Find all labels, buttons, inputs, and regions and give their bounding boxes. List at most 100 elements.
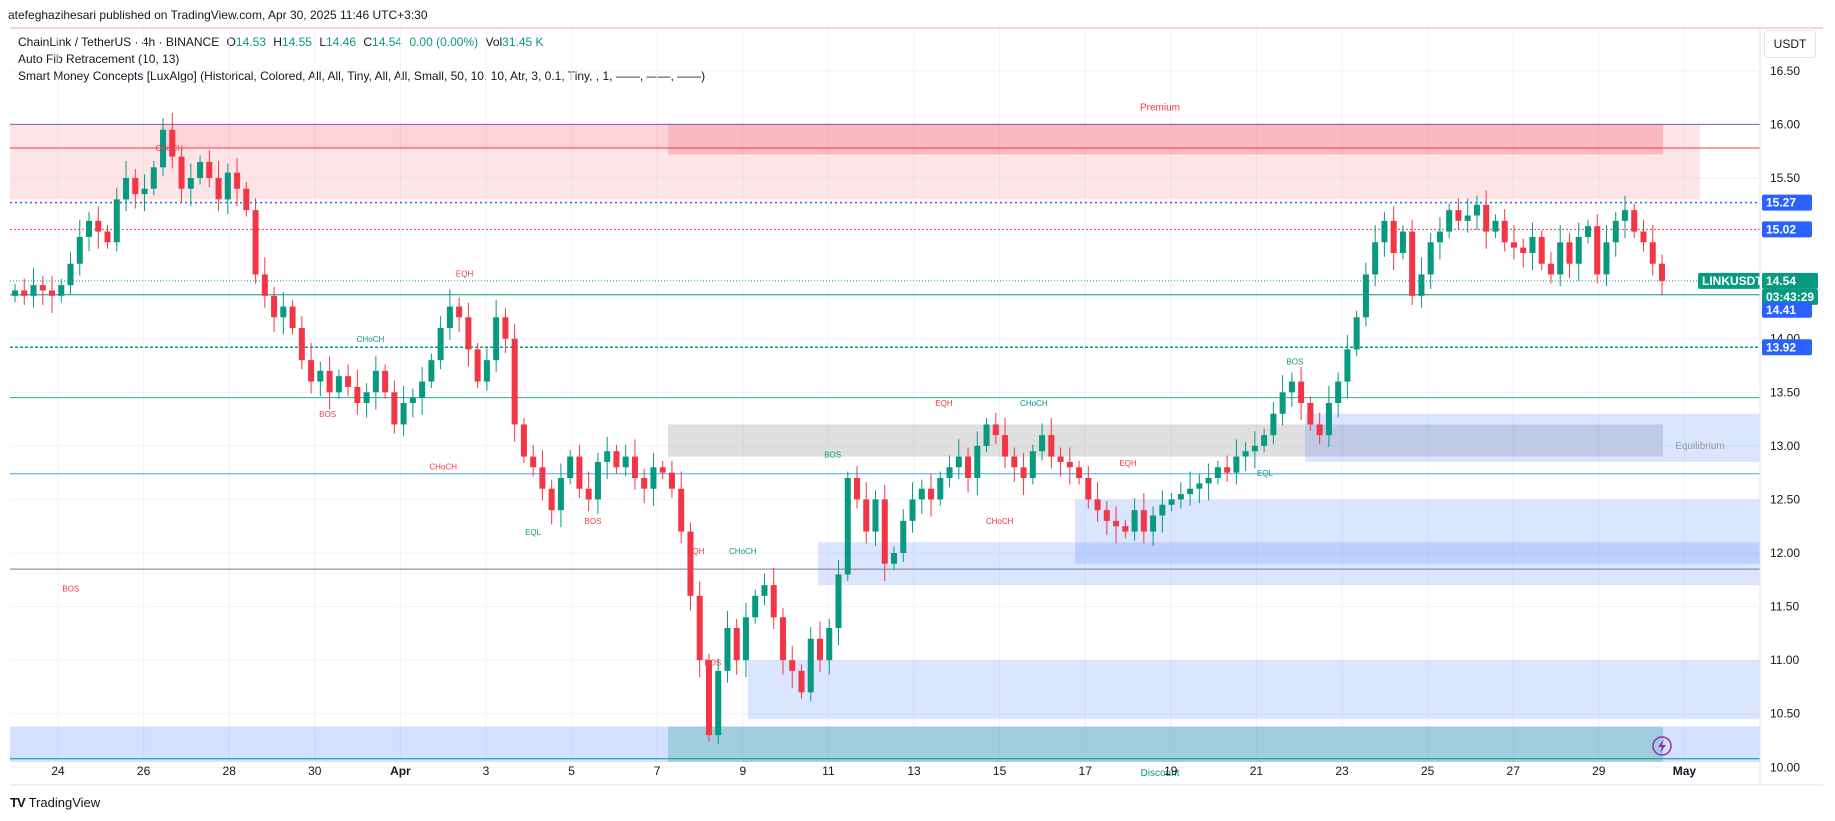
candle bbox=[557, 463, 564, 528]
candle bbox=[49, 276, 56, 313]
candle-body bbox=[1399, 231, 1406, 253]
candle-body bbox=[49, 290, 56, 296]
smc-label: BOS bbox=[1286, 357, 1303, 366]
candle bbox=[1409, 219, 1416, 305]
candle bbox=[1640, 219, 1647, 252]
price-tick-label: 12.50 bbox=[1770, 492, 1800, 506]
candle-body bbox=[11, 290, 19, 296]
currency-button[interactable]: USDT bbox=[1764, 30, 1816, 58]
candle-body bbox=[1427, 242, 1434, 275]
candle bbox=[548, 479, 555, 525]
candle-body bbox=[576, 456, 583, 489]
candle-body bbox=[1076, 467, 1083, 478]
price-tick-label: 16.00 bbox=[1770, 117, 1800, 131]
candle bbox=[1066, 447, 1073, 485]
candle-body bbox=[1325, 403, 1332, 436]
candle bbox=[844, 471, 851, 581]
price-tick-label: 10.00 bbox=[1770, 760, 1800, 774]
symbol-row: ChainLink / TetherUS · 4h · BINANCE O14.… bbox=[18, 34, 705, 51]
price-tick-label: 13.00 bbox=[1770, 439, 1800, 453]
symbol-name[interactable]: ChainLink / TetherUS · 4h · BINANCE bbox=[18, 35, 220, 49]
candle bbox=[21, 278, 28, 305]
candle bbox=[1538, 230, 1545, 271]
candle-body bbox=[1381, 220, 1388, 243]
candle-body bbox=[1353, 317, 1360, 350]
candle-body bbox=[1390, 220, 1397, 253]
candle-body bbox=[409, 397, 416, 403]
candle-body bbox=[530, 456, 537, 468]
tradingview-logo[interactable]: TV TradingView bbox=[10, 795, 100, 810]
demand-block-1 bbox=[1305, 413, 1760, 462]
candle-body bbox=[400, 403, 407, 425]
candle bbox=[733, 618, 740, 675]
smc-label: EQH bbox=[1119, 459, 1137, 468]
candle bbox=[863, 482, 870, 544]
candle bbox=[372, 356, 379, 410]
level-lines bbox=[10, 123, 1760, 760]
candle-body bbox=[187, 178, 194, 189]
time-tick-label: 7 bbox=[654, 764, 661, 778]
candle bbox=[1436, 217, 1443, 260]
candle bbox=[1298, 367, 1305, 421]
candle bbox=[613, 444, 620, 474]
candle-body bbox=[382, 370, 389, 393]
candle bbox=[1335, 372, 1342, 418]
candle bbox=[58, 278, 65, 303]
candle bbox=[974, 431, 981, 496]
candle-body bbox=[1557, 242, 1564, 275]
candle-body bbox=[705, 660, 712, 736]
countdown-tag-text: 03:43:29 bbox=[1766, 290, 1814, 304]
price-tick-label: 10.50 bbox=[1770, 707, 1800, 721]
candle bbox=[1473, 195, 1480, 230]
candle-body bbox=[807, 638, 814, 693]
candle-body bbox=[557, 478, 564, 511]
candle bbox=[150, 160, 157, 196]
candle bbox=[835, 559, 842, 646]
candle-body bbox=[1584, 226, 1591, 237]
candle-body bbox=[428, 360, 435, 382]
candle-body bbox=[1492, 220, 1499, 232]
candle bbox=[798, 664, 805, 699]
low-value: 14.46 bbox=[326, 35, 357, 49]
candle-body bbox=[900, 520, 907, 553]
time-tick-label: 26 bbox=[137, 764, 151, 778]
candle bbox=[937, 471, 944, 506]
candle-body bbox=[1048, 435, 1055, 457]
candle bbox=[1113, 506, 1120, 544]
time-axis[interactable]: 24 26 28 30 Apr 3 5 7 9 11 13 15 17 19 21 23 25 27 29 May bbox=[51, 764, 1696, 778]
candle-body bbox=[493, 317, 500, 361]
candle-body bbox=[594, 461, 601, 500]
candle bbox=[678, 471, 685, 544]
price-tag-15-27-text: 15.27 bbox=[1766, 196, 1796, 210]
symbol-tag-bg bbox=[1698, 272, 1760, 289]
candle bbox=[30, 268, 37, 308]
open-value: 14.53 bbox=[235, 35, 266, 49]
price-axis[interactable]: 16.5016.0015.5015.0014.5014.0013.5013.00… bbox=[1770, 64, 1800, 774]
candle bbox=[742, 602, 749, 678]
price-tag-15-27: 15.27 bbox=[1762, 194, 1812, 211]
smc-label: EQH bbox=[687, 547, 705, 556]
price-tick-label: 15.50 bbox=[1770, 171, 1800, 185]
candle bbox=[1048, 418, 1055, 469]
candle bbox=[1427, 233, 1434, 289]
candle-body bbox=[95, 220, 102, 232]
indicator-smc[interactable]: Smart Money Concepts [LuxAlgo] (Historic… bbox=[18, 69, 706, 83]
candle-body bbox=[123, 178, 130, 200]
candle-body bbox=[1612, 220, 1619, 243]
candle bbox=[807, 626, 814, 702]
candle bbox=[928, 474, 935, 517]
candle-body bbox=[1122, 526, 1129, 532]
smc-label: EQH bbox=[456, 270, 474, 279]
price-tag-13-92-text: 13.92 bbox=[1766, 340, 1796, 354]
candle bbox=[872, 490, 879, 547]
candle-body bbox=[965, 456, 972, 478]
candle bbox=[1390, 206, 1397, 271]
candle-body bbox=[918, 488, 925, 500]
candle-body bbox=[132, 178, 139, 195]
high-label: H bbox=[273, 35, 282, 49]
candle-body bbox=[983, 424, 990, 446]
candle-body bbox=[1575, 236, 1582, 264]
time-tick-label: 30 bbox=[308, 764, 322, 778]
change-value: 0.00 (0.00%) bbox=[409, 35, 479, 49]
